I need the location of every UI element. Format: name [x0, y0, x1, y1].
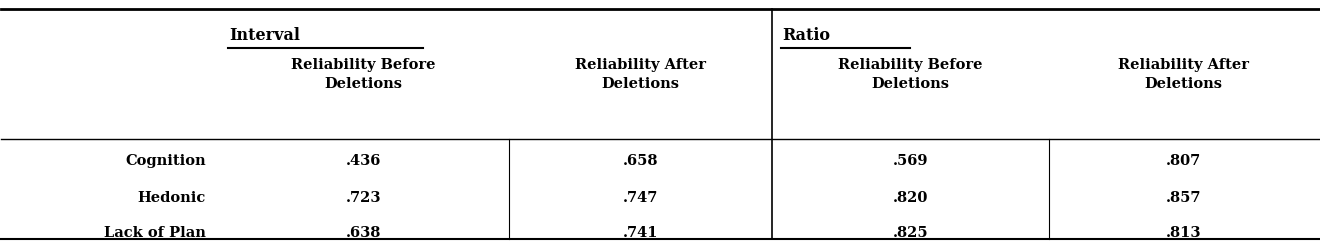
Text: .813: .813: [1166, 226, 1201, 240]
Text: .820: .820: [892, 190, 928, 205]
Text: .825: .825: [892, 226, 928, 240]
Text: .747: .747: [623, 190, 657, 205]
Text: Reliability Before
Deletions: Reliability Before Deletions: [838, 58, 982, 91]
Text: Reliability Before
Deletions: Reliability Before Deletions: [292, 58, 436, 91]
Text: .658: .658: [623, 154, 657, 168]
Text: Cognition: Cognition: [125, 154, 206, 168]
Text: Reliability After
Deletions: Reliability After Deletions: [574, 58, 706, 91]
Text: Hedonic: Hedonic: [137, 190, 206, 205]
Text: .741: .741: [623, 226, 657, 240]
Text: .569: .569: [892, 154, 928, 168]
Text: .857: .857: [1166, 190, 1201, 205]
Text: Interval: Interval: [230, 27, 300, 44]
Text: .807: .807: [1166, 154, 1201, 168]
Text: .723: .723: [346, 190, 381, 205]
Text: .436: .436: [346, 154, 381, 168]
Text: Lack of Plan: Lack of Plan: [104, 226, 206, 240]
Text: Reliability After
Deletions: Reliability After Deletions: [1118, 58, 1249, 91]
Text: Ratio: Ratio: [783, 27, 830, 44]
Text: .638: .638: [346, 226, 381, 240]
